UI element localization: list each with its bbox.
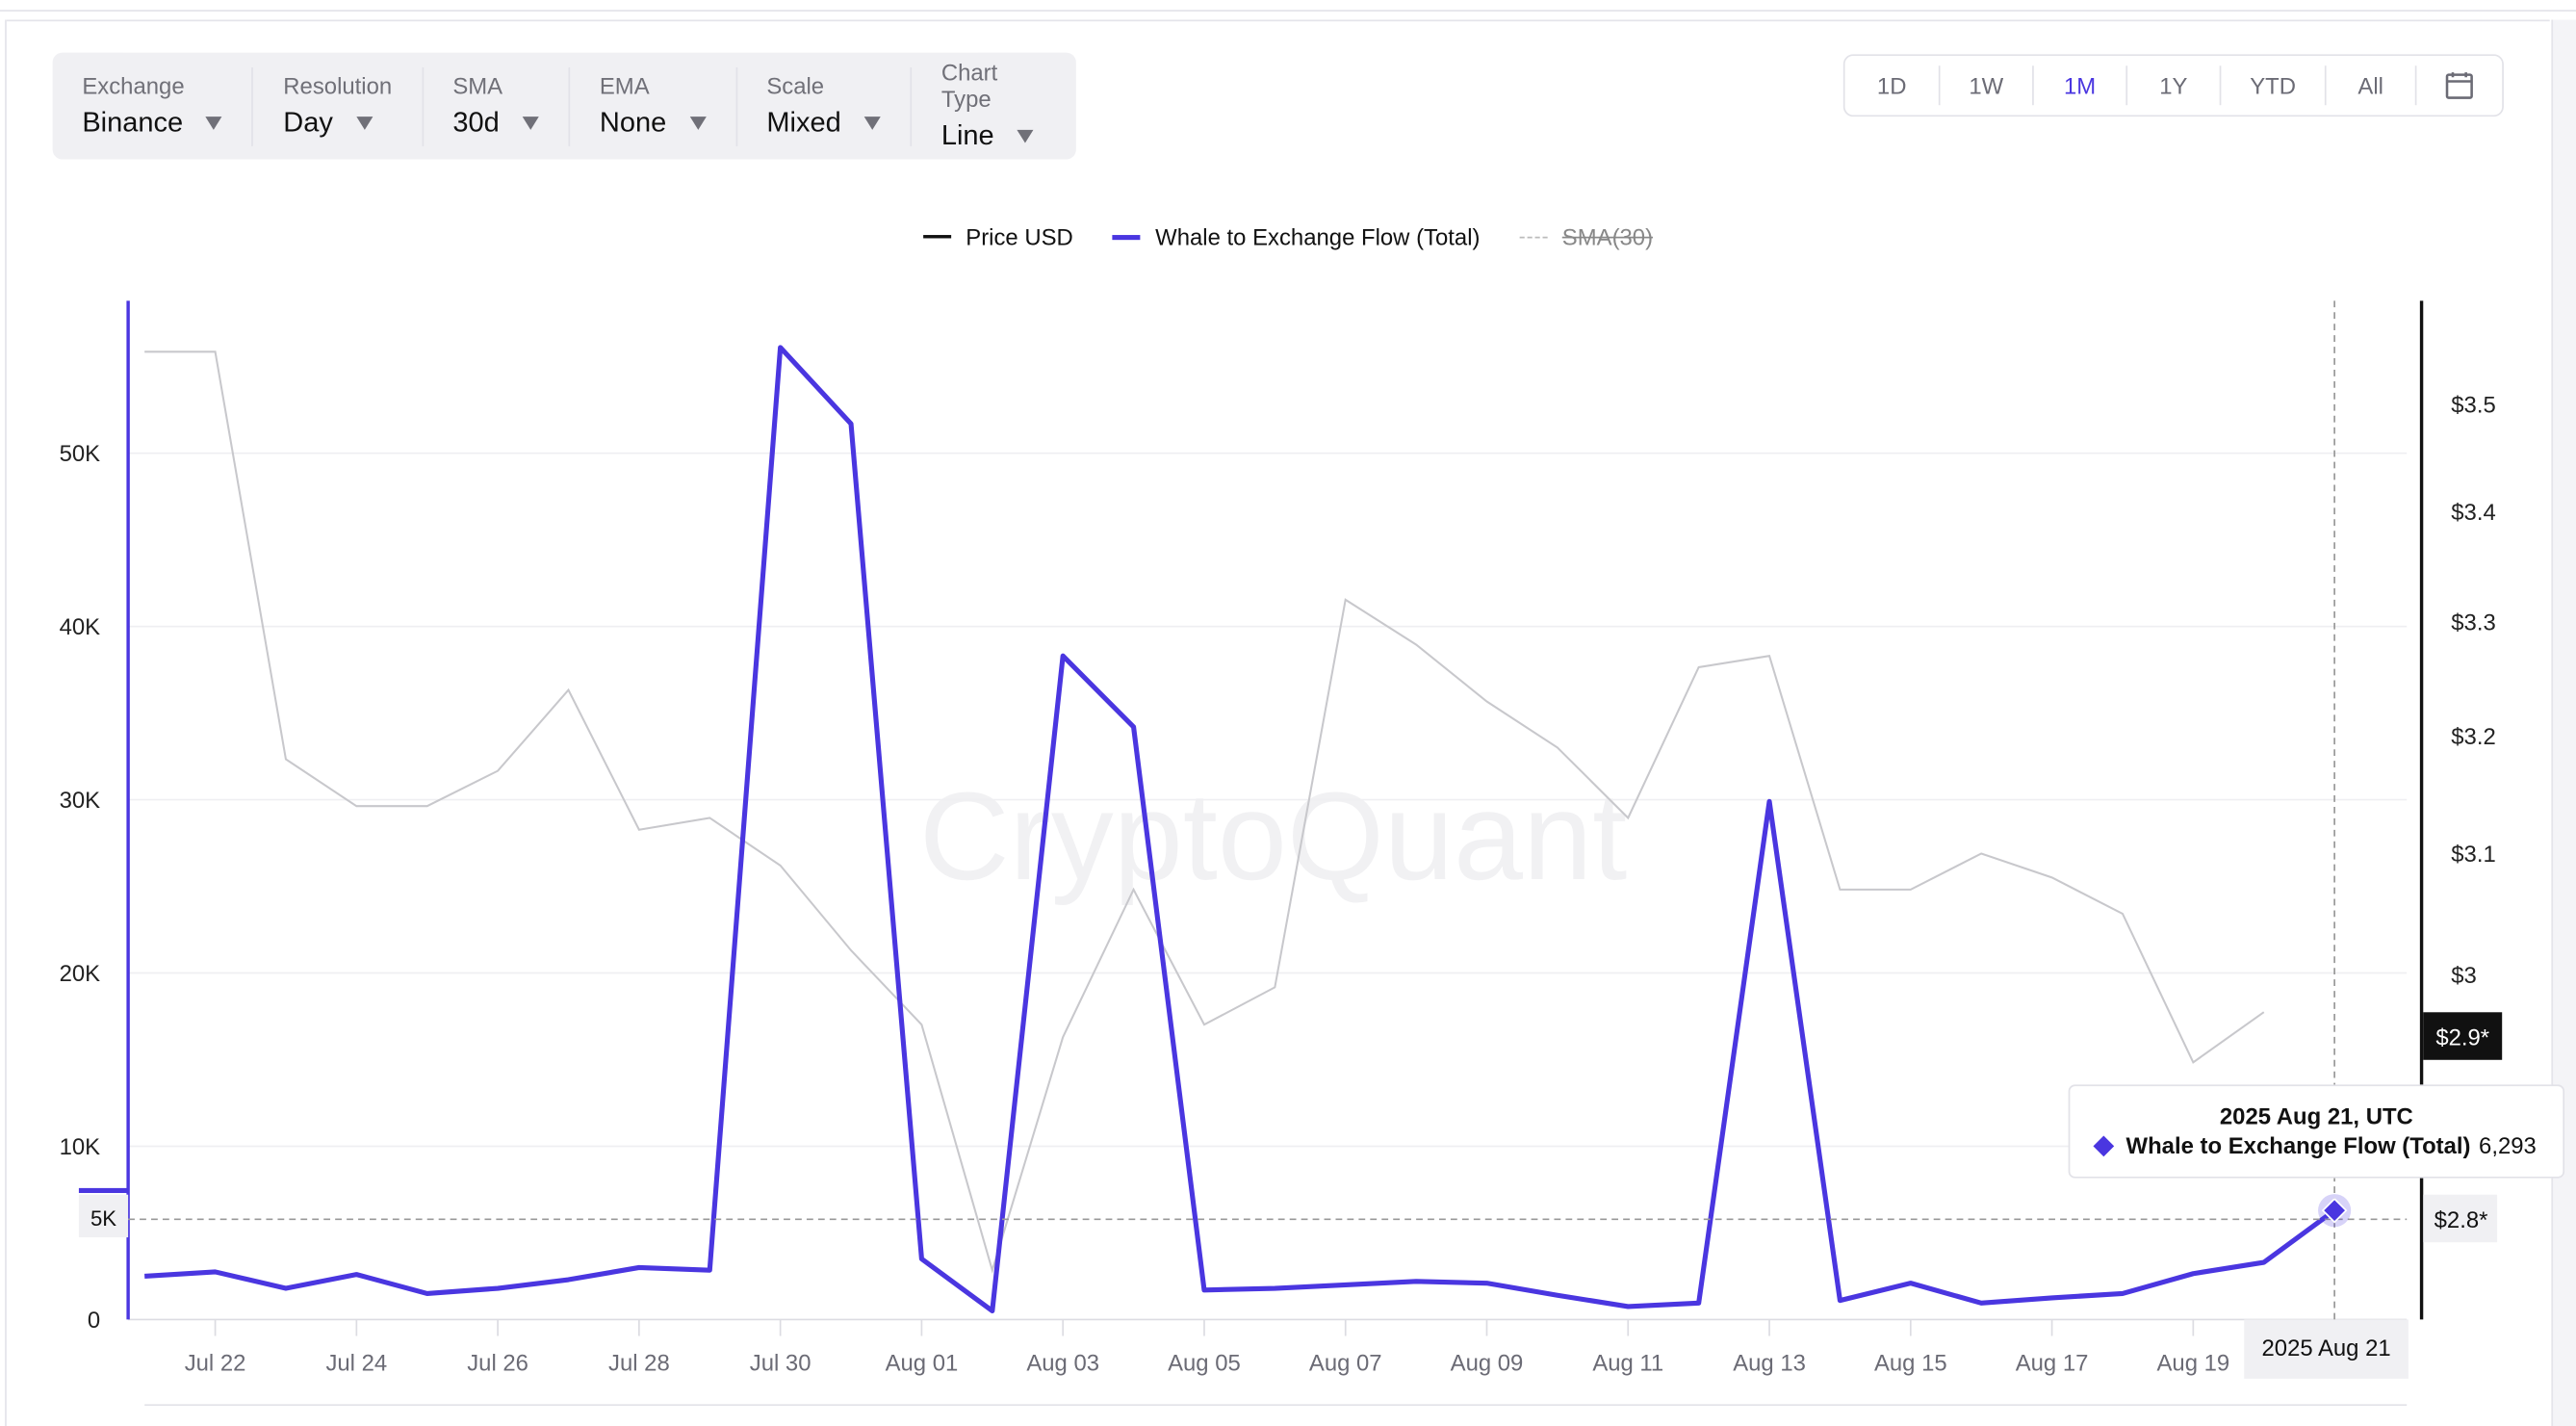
y-left-tick-label: 0 (88, 1308, 100, 1334)
x-tick-label: Aug 03 (1026, 1350, 1099, 1376)
x-tick-label: Aug 09 (1451, 1350, 1524, 1376)
y-right-tick-label: $3.5 (2451, 392, 2495, 418)
x-tick-label: Jul 28 (608, 1350, 670, 1376)
x-tick-label: Jul 24 (325, 1350, 387, 1376)
x-tick-label: Aug 17 (2016, 1350, 2089, 1376)
data-tooltip: 2025 Aug 21, UTC Whale to Exchange Flow … (2069, 1084, 2564, 1178)
tooltip-value: 6,293 (2479, 1132, 2537, 1158)
tooltip-date: 2025 Aug 21, UTC (2070, 1102, 2563, 1128)
x-tick-label: Aug 13 (1733, 1350, 1806, 1376)
x-tick-label: Aug 11 (1592, 1350, 1663, 1376)
y-left-marker-label: 5K (90, 1206, 116, 1231)
x-tick-label: Aug 01 (886, 1350, 959, 1376)
x-tick-label: Aug 07 (1309, 1350, 1382, 1376)
y-left-marker-bar (79, 1188, 128, 1193)
tooltip-series: Whale to Exchange Flow (Total) (2126, 1132, 2471, 1158)
crosshair-price-label: $2.8* (2434, 1207, 2488, 1233)
y-right-tick-label: $3.3 (2451, 610, 2495, 636)
y-left-tick-label: 30K (60, 788, 101, 814)
y-left-tick-label: 40K (60, 614, 101, 640)
diamond-icon (2094, 1135, 2115, 1156)
watermark-logo: CryptoQuant (919, 767, 1627, 906)
y-right-tick-label: $3.1 (2451, 842, 2495, 868)
y-left-tick-label: 10K (60, 1134, 101, 1160)
y-right-tick-label: $3 (2451, 963, 2477, 989)
x-tick-label: Aug 15 (1874, 1350, 1947, 1376)
x-tick-label: Jul 22 (185, 1350, 246, 1376)
y-right-tick-label: $3.2 (2451, 724, 2495, 750)
x-tick-label: Jul 30 (750, 1350, 811, 1376)
x-tick-label: Aug 19 (2157, 1350, 2230, 1376)
price-marker-label: $2.9* (2435, 1024, 2489, 1050)
y-right-tick-label: $3.4 (2451, 500, 2495, 526)
y-left-tick-label: 50K (60, 441, 101, 467)
x-tick-label: Aug 05 (1168, 1350, 1241, 1376)
crosshair-date-label: 2025 Aug 21 (2262, 1335, 2391, 1361)
x-tick-label: Jul 26 (467, 1350, 528, 1376)
y-left-tick-label: 20K (60, 961, 101, 987)
